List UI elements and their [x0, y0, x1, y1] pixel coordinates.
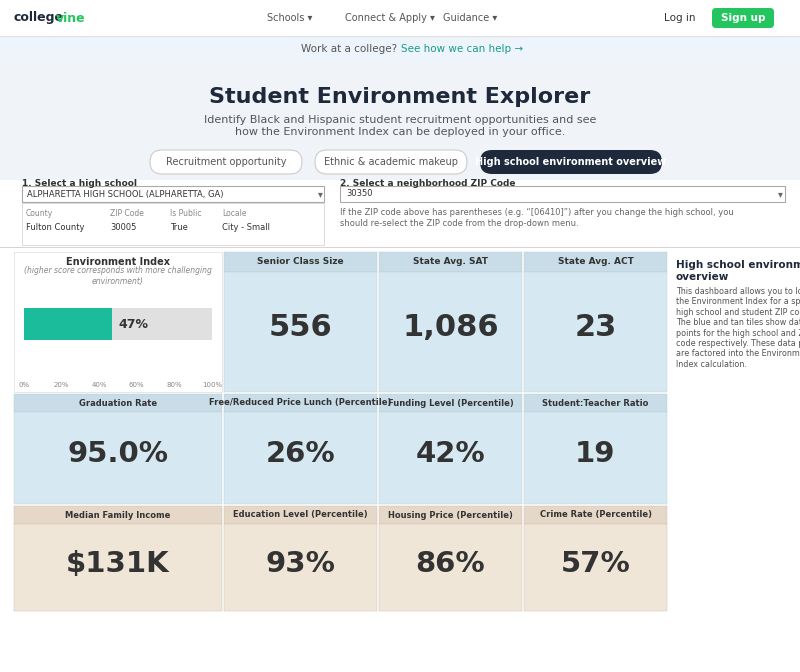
- Text: Guidance ▾: Guidance ▾: [443, 13, 497, 23]
- Bar: [224, 252, 377, 272]
- Bar: [524, 394, 667, 412]
- Bar: [0, 180, 800, 247]
- Text: True: True: [170, 224, 188, 233]
- Bar: [224, 524, 377, 611]
- FancyBboxPatch shape: [480, 150, 662, 174]
- Text: 30005: 30005: [110, 224, 136, 233]
- Text: how the Environment Index can be deployed in your office.: how the Environment Index can be deploye…: [235, 127, 565, 137]
- Text: 19: 19: [575, 440, 616, 468]
- Text: County: County: [26, 210, 54, 218]
- Text: Fulton County: Fulton County: [26, 224, 85, 233]
- Text: Median Family Income: Median Family Income: [66, 511, 170, 519]
- Text: 57%: 57%: [561, 550, 630, 577]
- Text: Recruitment opportunity: Recruitment opportunity: [166, 157, 286, 167]
- Text: Education Level (Percentile): Education Level (Percentile): [233, 511, 368, 519]
- Text: $131K: $131K: [66, 550, 170, 577]
- Text: ▾: ▾: [318, 189, 322, 199]
- Text: 556: 556: [269, 314, 332, 343]
- Bar: [524, 272, 667, 392]
- Bar: [0, 247, 800, 672]
- Bar: [224, 506, 377, 524]
- Text: 2. Select a neighborhood ZIP Code: 2. Select a neighborhood ZIP Code: [340, 179, 515, 189]
- Text: State Avg. SAT: State Avg. SAT: [413, 257, 488, 267]
- Bar: [379, 272, 522, 392]
- Bar: [224, 272, 377, 392]
- Text: ALPHARETTA HIGH SCHOOL (ALPHARETTA, GA): ALPHARETTA HIGH SCHOOL (ALPHARETTA, GA): [27, 190, 223, 198]
- Text: Environment Index: Environment Index: [66, 257, 170, 267]
- Bar: [379, 252, 522, 272]
- Text: Senior Class Size: Senior Class Size: [257, 257, 344, 267]
- Text: This dashboard allows you to lookup
the Environment Index for a specific
high sc: This dashboard allows you to lookup the …: [676, 287, 800, 369]
- Text: Housing Price (Percentile): Housing Price (Percentile): [388, 511, 513, 519]
- Bar: [14, 524, 222, 611]
- Text: 93%: 93%: [266, 550, 335, 577]
- Bar: [524, 412, 667, 504]
- Text: 100%: 100%: [202, 382, 222, 388]
- Bar: [0, 0, 800, 36]
- Text: Locale: Locale: [222, 210, 246, 218]
- Text: If the ZIP code above has parentheses (e.g. “[06410]”) after you change the high: If the ZIP code above has parentheses (e…: [340, 208, 734, 228]
- Text: 95.0%: 95.0%: [67, 440, 169, 468]
- Text: Is Public: Is Public: [170, 210, 202, 218]
- Text: 80%: 80%: [166, 382, 182, 388]
- Text: Student Environment Explorer: Student Environment Explorer: [210, 87, 590, 107]
- Text: ▾: ▾: [778, 189, 782, 199]
- Text: 47%: 47%: [118, 317, 148, 331]
- Text: Identify Black and Hispanic student recruitment opportunities and see: Identify Black and Hispanic student recr…: [204, 115, 596, 125]
- Bar: [524, 524, 667, 611]
- Bar: [340, 186, 785, 202]
- Bar: [379, 412, 522, 504]
- Text: Student:Teacher Ratio: Student:Teacher Ratio: [542, 398, 649, 407]
- Text: Free/Reduced Price Lunch (Percentile): Free/Reduced Price Lunch (Percentile): [210, 398, 392, 407]
- Text: ZIP Code: ZIP Code: [110, 210, 144, 218]
- Text: 1. Select a high school: 1. Select a high school: [22, 179, 137, 189]
- Text: Work at a college?: Work at a college?: [301, 44, 400, 54]
- Text: Crime Rate (Percentile): Crime Rate (Percentile): [539, 511, 651, 519]
- Bar: [0, 36, 800, 62]
- Text: Connect & Apply ▾: Connect & Apply ▾: [345, 13, 435, 23]
- Text: State Avg. ACT: State Avg. ACT: [558, 257, 634, 267]
- Bar: [22, 203, 324, 245]
- Text: Ethnic & academic makeup: Ethnic & academic makeup: [324, 157, 458, 167]
- Text: 60%: 60%: [129, 382, 145, 388]
- Text: 1,086: 1,086: [402, 314, 499, 343]
- Text: 40%: 40%: [91, 382, 107, 388]
- Text: vine: vine: [56, 11, 86, 24]
- Bar: [379, 506, 522, 524]
- Text: Sign up: Sign up: [721, 13, 766, 23]
- Text: 30350: 30350: [346, 190, 373, 198]
- Text: Graduation Rate: Graduation Rate: [79, 398, 157, 407]
- Bar: [224, 412, 377, 504]
- Text: (higher score corresponds with more challenging
environment): (higher score corresponds with more chal…: [24, 266, 212, 286]
- Bar: [14, 252, 222, 392]
- Bar: [524, 252, 667, 272]
- Text: 0%: 0%: [18, 382, 30, 388]
- Bar: [24, 308, 112, 340]
- Text: City - Small: City - Small: [222, 224, 270, 233]
- Text: college: college: [14, 11, 64, 24]
- Text: High school environment overview: High school environment overview: [475, 157, 666, 167]
- Text: 86%: 86%: [416, 550, 486, 577]
- Bar: [22, 186, 324, 202]
- Bar: [379, 394, 522, 412]
- Bar: [524, 506, 667, 524]
- FancyBboxPatch shape: [315, 150, 467, 174]
- Text: High school environment
overview: High school environment overview: [676, 260, 800, 282]
- Text: Funding Level (Percentile): Funding Level (Percentile): [388, 398, 514, 407]
- Bar: [24, 308, 212, 340]
- Text: 23: 23: [574, 314, 617, 343]
- Bar: [14, 506, 222, 524]
- Text: Log in: Log in: [664, 13, 696, 23]
- FancyBboxPatch shape: [150, 150, 302, 174]
- Text: Schools ▾: Schools ▾: [267, 13, 313, 23]
- Bar: [224, 394, 377, 412]
- Text: See how we can help →: See how we can help →: [401, 44, 523, 54]
- Text: 20%: 20%: [54, 382, 70, 388]
- Bar: [14, 394, 222, 412]
- Text: 26%: 26%: [266, 440, 335, 468]
- Bar: [14, 412, 222, 504]
- Text: 42%: 42%: [416, 440, 486, 468]
- Bar: [379, 524, 522, 611]
- FancyBboxPatch shape: [712, 8, 774, 28]
